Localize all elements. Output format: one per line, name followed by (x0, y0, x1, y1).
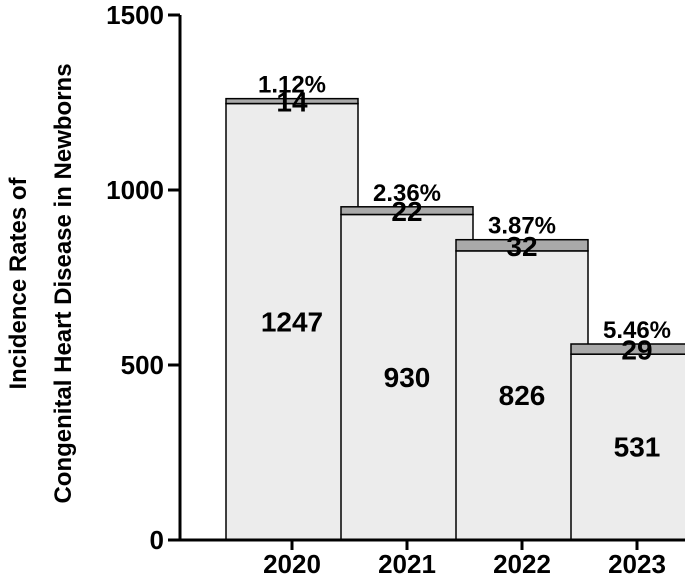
bar-top-value-label: 29 (621, 335, 652, 366)
bars: 1247 141.12% 930 222.36% 826 323.87% 531 295.46… (225, 72, 685, 541)
x-tick-label: 2022 (493, 549, 551, 579)
bar-top-segment (340, 206, 474, 216)
y-axis-title: Incidence Rates of Congenital Heart Dise… (5, 63, 77, 503)
bar-base-value-label: 1247 (261, 306, 323, 337)
bar-top-segment (225, 97, 359, 105)
y-axis-title-line-1: Incidence Rates of (5, 176, 32, 389)
bar-top-value-label: 14 (276, 87, 308, 118)
y-axis-ticks: 0 500 1000 1500 (106, 0, 180, 555)
y-tick-label: 0 (150, 525, 164, 555)
x-tick-label: 2023 (608, 549, 666, 579)
y-tick-label: 1500 (106, 0, 164, 30)
bar-base-segment (570, 353, 685, 541)
bar-base-value-label: 826 (499, 380, 546, 411)
bar-base-value-label: 531 (614, 432, 661, 463)
bar-top-value-label: 32 (506, 231, 537, 262)
bar-percent-label: 3.87% (488, 213, 556, 240)
bar-percent-label: 1.12% (258, 72, 326, 99)
bar-percent-label: 2.36% (373, 180, 441, 207)
bar-top-value-label: 22 (391, 196, 422, 227)
y-tick-label: 500 (121, 350, 164, 380)
bar-top-segment (455, 238, 589, 252)
bar-top-segment (570, 343, 685, 355)
x-tick-label: 2020 (263, 549, 321, 579)
x-tick-label: 2021 (378, 549, 436, 579)
bar-base-segment (225, 102, 359, 541)
bar-base-segment (340, 213, 474, 541)
y-axis-title-line-2: Congenital Heart Disease in Newborns (50, 63, 77, 503)
bar-base-value-label: 930 (384, 362, 431, 393)
bar-percent-label: 5.46% (603, 317, 671, 344)
y-tick-label: 1000 (106, 175, 164, 205)
x-axis-ticks: 2020 2021 2022 2023 (263, 540, 666, 579)
